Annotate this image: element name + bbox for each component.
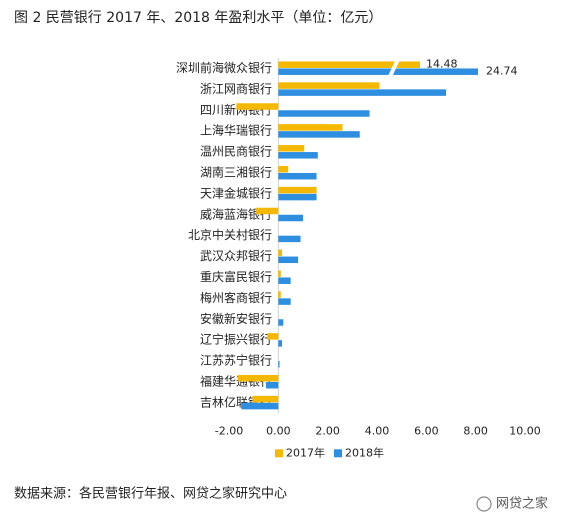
y-tick-label: 浙江网商银行 (200, 81, 272, 96)
y-tick-label: 梅州客商银行 (200, 290, 272, 305)
bar (278, 214, 303, 222)
value-label: 24.74 (486, 64, 518, 77)
bar (278, 340, 283, 347)
watermark: 网贷之家 (476, 496, 548, 512)
x-tick-label: 2.00 (315, 424, 340, 437)
bar (278, 131, 360, 138)
y-tick-label: 天津金城银行 (200, 185, 272, 200)
x-tick-label: -2.00 (215, 424, 243, 437)
bar (278, 249, 283, 257)
y-tick-label: 重庆富民银行 (200, 269, 272, 284)
bar (278, 319, 284, 326)
y-tick-label: 江苏苏宁银行 (200, 353, 272, 368)
bar (278, 61, 420, 68)
bar (278, 193, 317, 201)
bar (278, 256, 299, 264)
y-tick-label: 北京中关村银行 (188, 227, 272, 242)
y-tick-label: 上海华瑞银行 (200, 123, 272, 138)
x-tick-label: 10.00 (509, 424, 541, 437)
x-tick-label: 4.00 (365, 424, 390, 437)
bar (278, 235, 301, 243)
bar (278, 145, 305, 152)
y-tick-label: 安徽新安银行 (200, 311, 272, 326)
bar (252, 395, 279, 403)
y-tick-label: 湖南三湘银行 (200, 164, 272, 179)
bar (278, 165, 289, 173)
bar (236, 103, 279, 110)
bar (278, 124, 343, 131)
bar (278, 270, 281, 277)
legend-swatch (275, 449, 283, 458)
y-tick-label: 武汉众邦银行 (200, 249, 272, 263)
bar (278, 89, 447, 96)
y-tick-label: 威海蓝海银行 (200, 206, 272, 221)
bar (241, 402, 279, 410)
bar (278, 277, 291, 284)
bar (278, 82, 380, 89)
bar (267, 333, 279, 340)
y-tick-label: 温州民商银行 (200, 144, 272, 159)
bar (256, 207, 279, 215)
watermark-text: 网贷之家 (496, 496, 548, 512)
bar (278, 68, 478, 75)
y-tick-label: 深圳前海微众银行 (176, 60, 272, 75)
legend-label: 2018年 (345, 445, 384, 459)
x-tick-label: 6.00 (414, 424, 439, 437)
axis-break (388, 58, 400, 78)
legend-label: 2017年 (286, 445, 325, 459)
value-label: 14.48 (426, 57, 458, 70)
legend-swatch (334, 449, 342, 458)
bar (278, 110, 370, 117)
bar (278, 152, 318, 159)
bar (237, 374, 279, 382)
source-note: 数据来源：各民营银行年报、网贷之家研究中心 (14, 486, 287, 502)
bar (278, 186, 317, 194)
bar (266, 381, 279, 389)
x-tick-label: 0.00 (266, 424, 291, 437)
y-tick-label: 辽宁振兴银行 (200, 332, 272, 347)
chart-title: 图 2 民营银行 2017 年、2018 年盈利水平（单位：亿元） (14, 10, 382, 26)
bar (278, 298, 291, 305)
bar (278, 361, 280, 368)
x-tick-label: 8.00 (463, 424, 488, 437)
bar (278, 291, 281, 298)
bar (278, 172, 317, 180)
